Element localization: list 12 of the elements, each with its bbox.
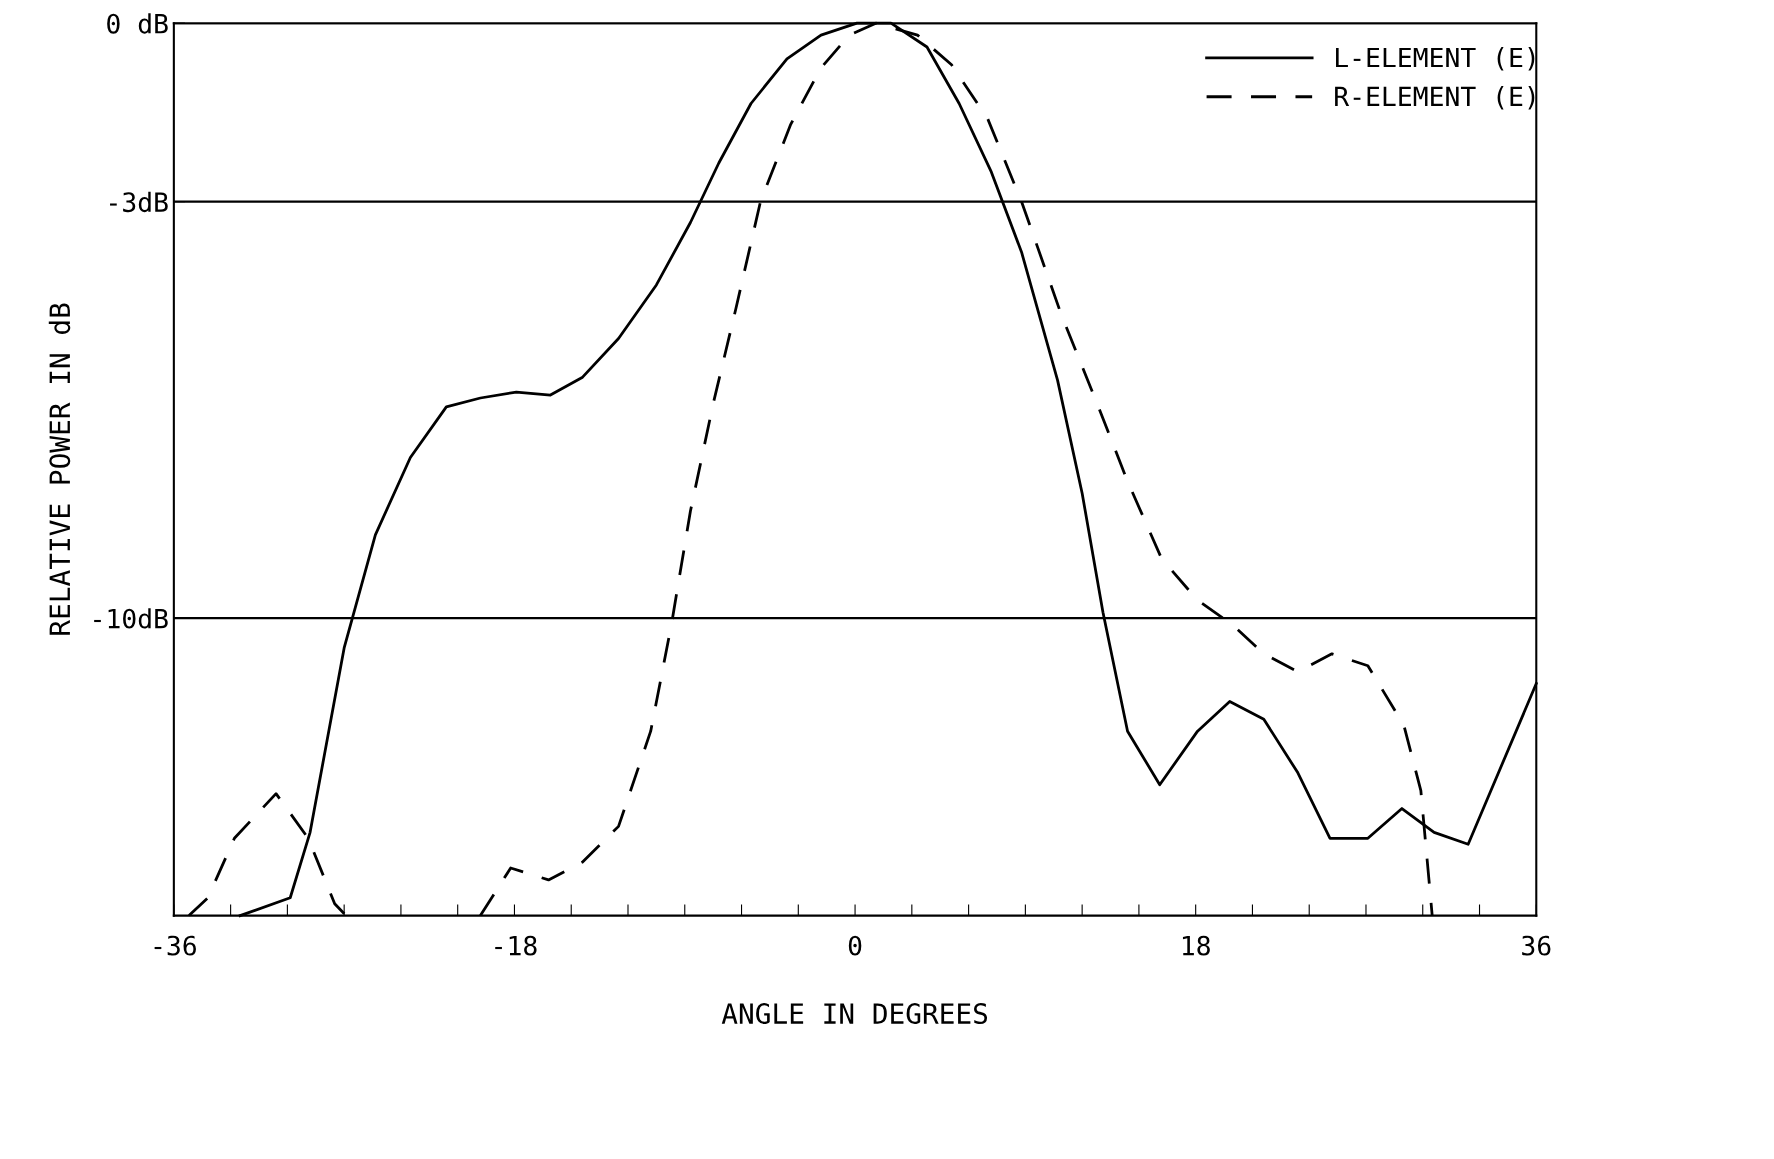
legend-label: R-ELEMENT (E) [1335, 85, 1535, 110]
x-tick-label: 0 [848, 935, 862, 956]
x-tick-label: 18 [1182, 935, 1210, 956]
legend-label: L-ELEMENT (E) [1336, 47, 1535, 71]
y-tick-label: -10dB [94, 608, 168, 629]
x-axis-title: ANGLE IN DEGREES [721, 1003, 988, 1025]
y-axis-title: RELATIVE POWER IN dB [48, 303, 71, 635]
x-tick-label: 36 [1522, 935, 1551, 956]
y-tick-label: 0 dB [107, 13, 168, 34]
y-tick-label: -3dB [110, 191, 168, 213]
x-tick-label: -18 [495, 935, 537, 956]
x-tick-label: -36 [154, 935, 196, 956]
